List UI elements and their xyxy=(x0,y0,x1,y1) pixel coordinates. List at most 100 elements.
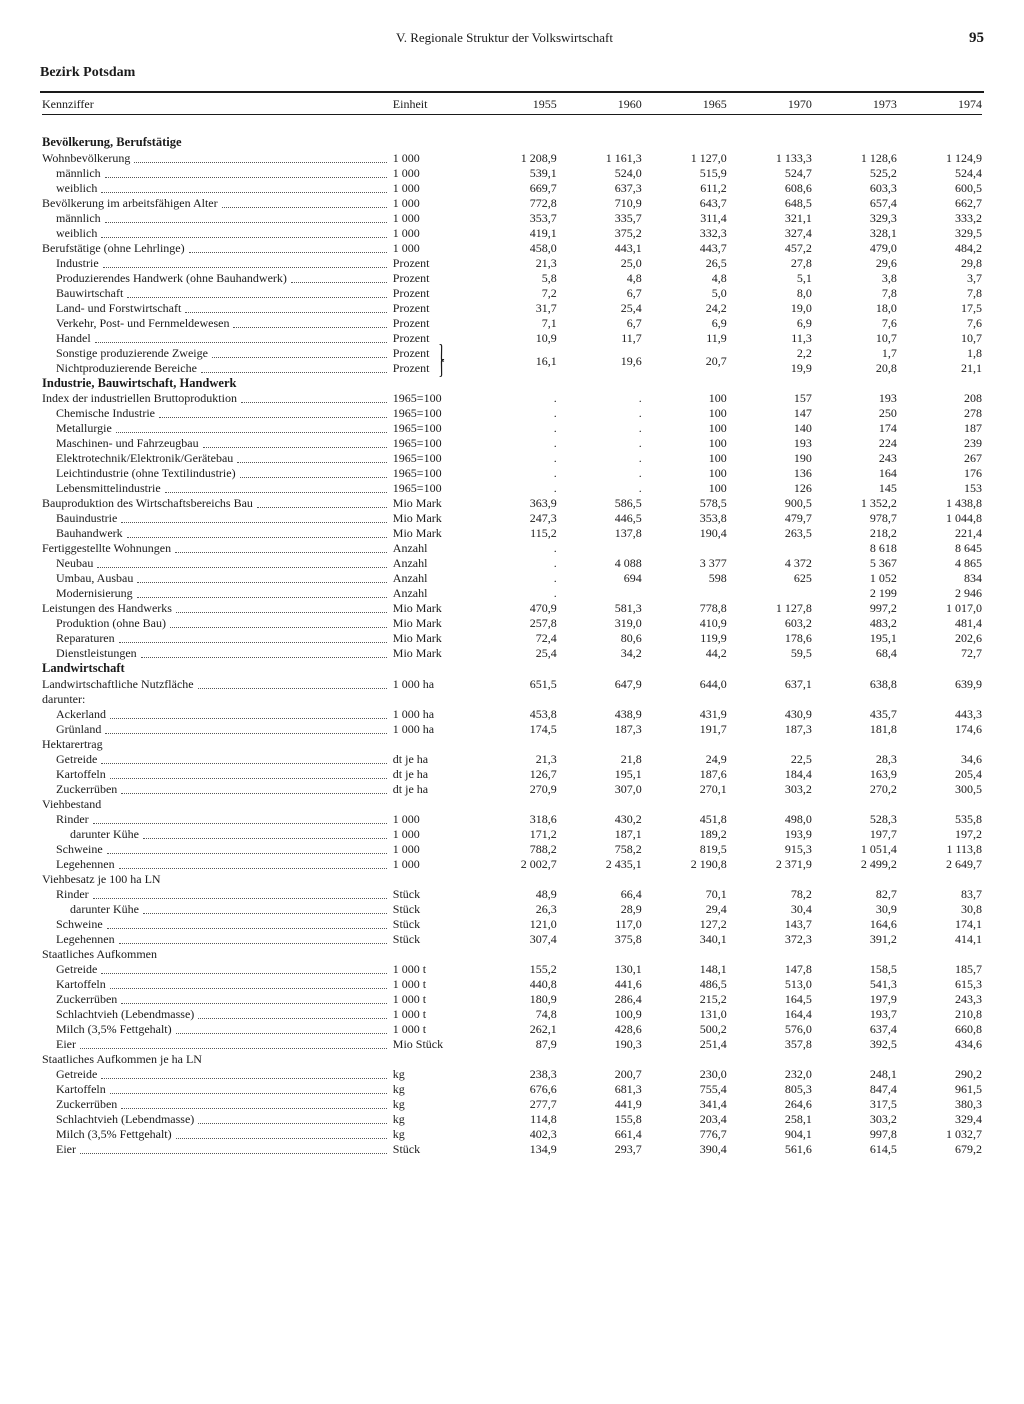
cell: 238,3 xyxy=(474,1067,559,1082)
row-label: Staatliches Aufkommen je ha LN xyxy=(40,1052,391,1067)
cell: 353,8 xyxy=(644,511,729,526)
table-row: Land- und ForstwirtschaftProzent31,725,4… xyxy=(40,301,984,316)
table-body: Bevölkerung, BerufstätigeWohnbevölkerung… xyxy=(40,117,984,1157)
cell: 117,0 xyxy=(559,917,644,932)
cell: 443,3 xyxy=(899,707,984,722)
table-row: Schweine1 000788,2758,2819,5915,31 051,4… xyxy=(40,842,984,857)
cell: 586,5 xyxy=(559,496,644,511)
cell: 303,2 xyxy=(814,1112,899,1127)
table-row: Elektrotechnik/Elektronik/Gerätebau1965=… xyxy=(40,451,984,466)
cell xyxy=(559,541,644,556)
cell: 614,5 xyxy=(814,1142,899,1157)
table-row: HandelProzent10,911,711,911,310,710,7 xyxy=(40,331,984,346)
row-unit: 1 000 ha xyxy=(391,707,474,722)
row-unit: Mio Stück xyxy=(391,1037,474,1052)
cell: 130,1 xyxy=(559,962,644,977)
cell: 87,9 xyxy=(474,1037,559,1052)
cell: 481,4 xyxy=(899,616,984,631)
cell: 6,7 xyxy=(559,316,644,331)
row-unit: 1 000 t xyxy=(391,992,474,1007)
cell: 440,8 xyxy=(474,977,559,992)
cell: 180,9 xyxy=(474,992,559,1007)
row-label: Getreide xyxy=(40,1067,391,1082)
cell: 221,4 xyxy=(899,526,984,541)
row-label: Fertiggestellte Wohnungen xyxy=(40,541,391,556)
cell: 657,4 xyxy=(814,196,899,211)
cell xyxy=(644,872,729,887)
row-unit: kg xyxy=(391,1127,474,1142)
cell xyxy=(729,1052,814,1067)
row-unit: Stück xyxy=(391,917,474,932)
row-label: Leistungen des Handwerks xyxy=(40,601,391,616)
cell: 457,2 xyxy=(729,241,814,256)
cell: 174,6 xyxy=(899,722,984,737)
cell: 11,3 xyxy=(729,331,814,346)
cell: 651,5 xyxy=(474,677,559,692)
cell xyxy=(729,872,814,887)
cell: 647,9 xyxy=(559,677,644,692)
cell: 1 113,8 xyxy=(899,842,984,857)
cell: 155,2 xyxy=(474,962,559,977)
cell: 307,0 xyxy=(559,782,644,797)
cell: 30,8 xyxy=(899,902,984,917)
cell: 187 xyxy=(899,421,984,436)
cell: 662,7 xyxy=(899,196,984,211)
row-label: Legehennen xyxy=(40,857,391,872)
cell: 1 133,3 xyxy=(729,151,814,166)
row-label: Viehbestand xyxy=(40,797,391,812)
cell: 363,9 xyxy=(474,496,559,511)
table-row: weiblich1 000419,1375,2332,3327,4328,132… xyxy=(40,226,984,241)
row-unit: Anzahl xyxy=(391,571,474,586)
cell: 915,3 xyxy=(729,842,814,857)
table-row: Chemische Industrie1965=100..10014725027… xyxy=(40,406,984,421)
cell: 193,7 xyxy=(814,1007,899,1022)
cell: 147,8 xyxy=(729,962,814,977)
cell: 2 371,9 xyxy=(729,857,814,872)
cell: 21,1 xyxy=(899,361,984,376)
row-unit: dt je ha xyxy=(391,767,474,782)
cell: 21,8 xyxy=(559,752,644,767)
cell: 5,0 xyxy=(644,286,729,301)
cell: 18,0 xyxy=(814,301,899,316)
cell: . xyxy=(474,451,559,466)
cell: 187,1 xyxy=(559,827,644,842)
cell xyxy=(899,692,984,707)
page-number: 95 xyxy=(969,30,984,47)
cell: 72,7 xyxy=(899,646,984,661)
cell: 637,1 xyxy=(729,677,814,692)
cell: 1 017,0 xyxy=(899,601,984,616)
cell xyxy=(814,1052,899,1067)
cell: 2 199 xyxy=(814,586,899,601)
cell: 479,7 xyxy=(729,511,814,526)
cell: 8,0 xyxy=(729,286,814,301)
cell: 190,3 xyxy=(559,1037,644,1052)
row-unit: 1 000 xyxy=(391,196,474,211)
cell: 428,6 xyxy=(559,1022,644,1037)
row-unit: Stück xyxy=(391,902,474,917)
cell: 121,0 xyxy=(474,917,559,932)
col-kennziffer: Kennziffer xyxy=(40,97,391,112)
page-header: V. Regionale Struktur der Volkswirtschaf… xyxy=(40,30,984,47)
table-row: Getreidedt je ha21,321,824,922,528,334,6 xyxy=(40,752,984,767)
table-row: Metallurgie1965=100..100140174187 xyxy=(40,421,984,436)
cell: 392,5 xyxy=(814,1037,899,1052)
cell: . xyxy=(559,481,644,496)
row-label: Umbau, Ausbau xyxy=(40,571,391,586)
cell: 197,9 xyxy=(814,992,899,1007)
table-row: darunter: xyxy=(40,692,984,707)
col-year: 1965 xyxy=(644,97,729,112)
cell: 307,4 xyxy=(474,932,559,947)
cell: 1,8 xyxy=(899,346,984,361)
cell: 29,4 xyxy=(644,902,729,917)
table-row: Kartoffelndt je ha126,7195,1187,6184,416… xyxy=(40,767,984,782)
table-row: Zuckerrüben1 000 t180,9286,4215,2164,519… xyxy=(40,992,984,1007)
cell xyxy=(729,737,814,752)
row-label: Getreide xyxy=(40,752,391,767)
row-unit: 1 000 ha xyxy=(391,677,474,692)
section-heading: Industrie, Bauwirtschaft, Handwerk xyxy=(40,376,984,392)
cell: 319,0 xyxy=(559,616,644,631)
cell: 997,2 xyxy=(814,601,899,616)
table-row: Bevölkerung im arbeitsfähigen Alter1 000… xyxy=(40,196,984,211)
cell: 19,0 xyxy=(729,301,814,316)
cell: 484,2 xyxy=(899,241,984,256)
